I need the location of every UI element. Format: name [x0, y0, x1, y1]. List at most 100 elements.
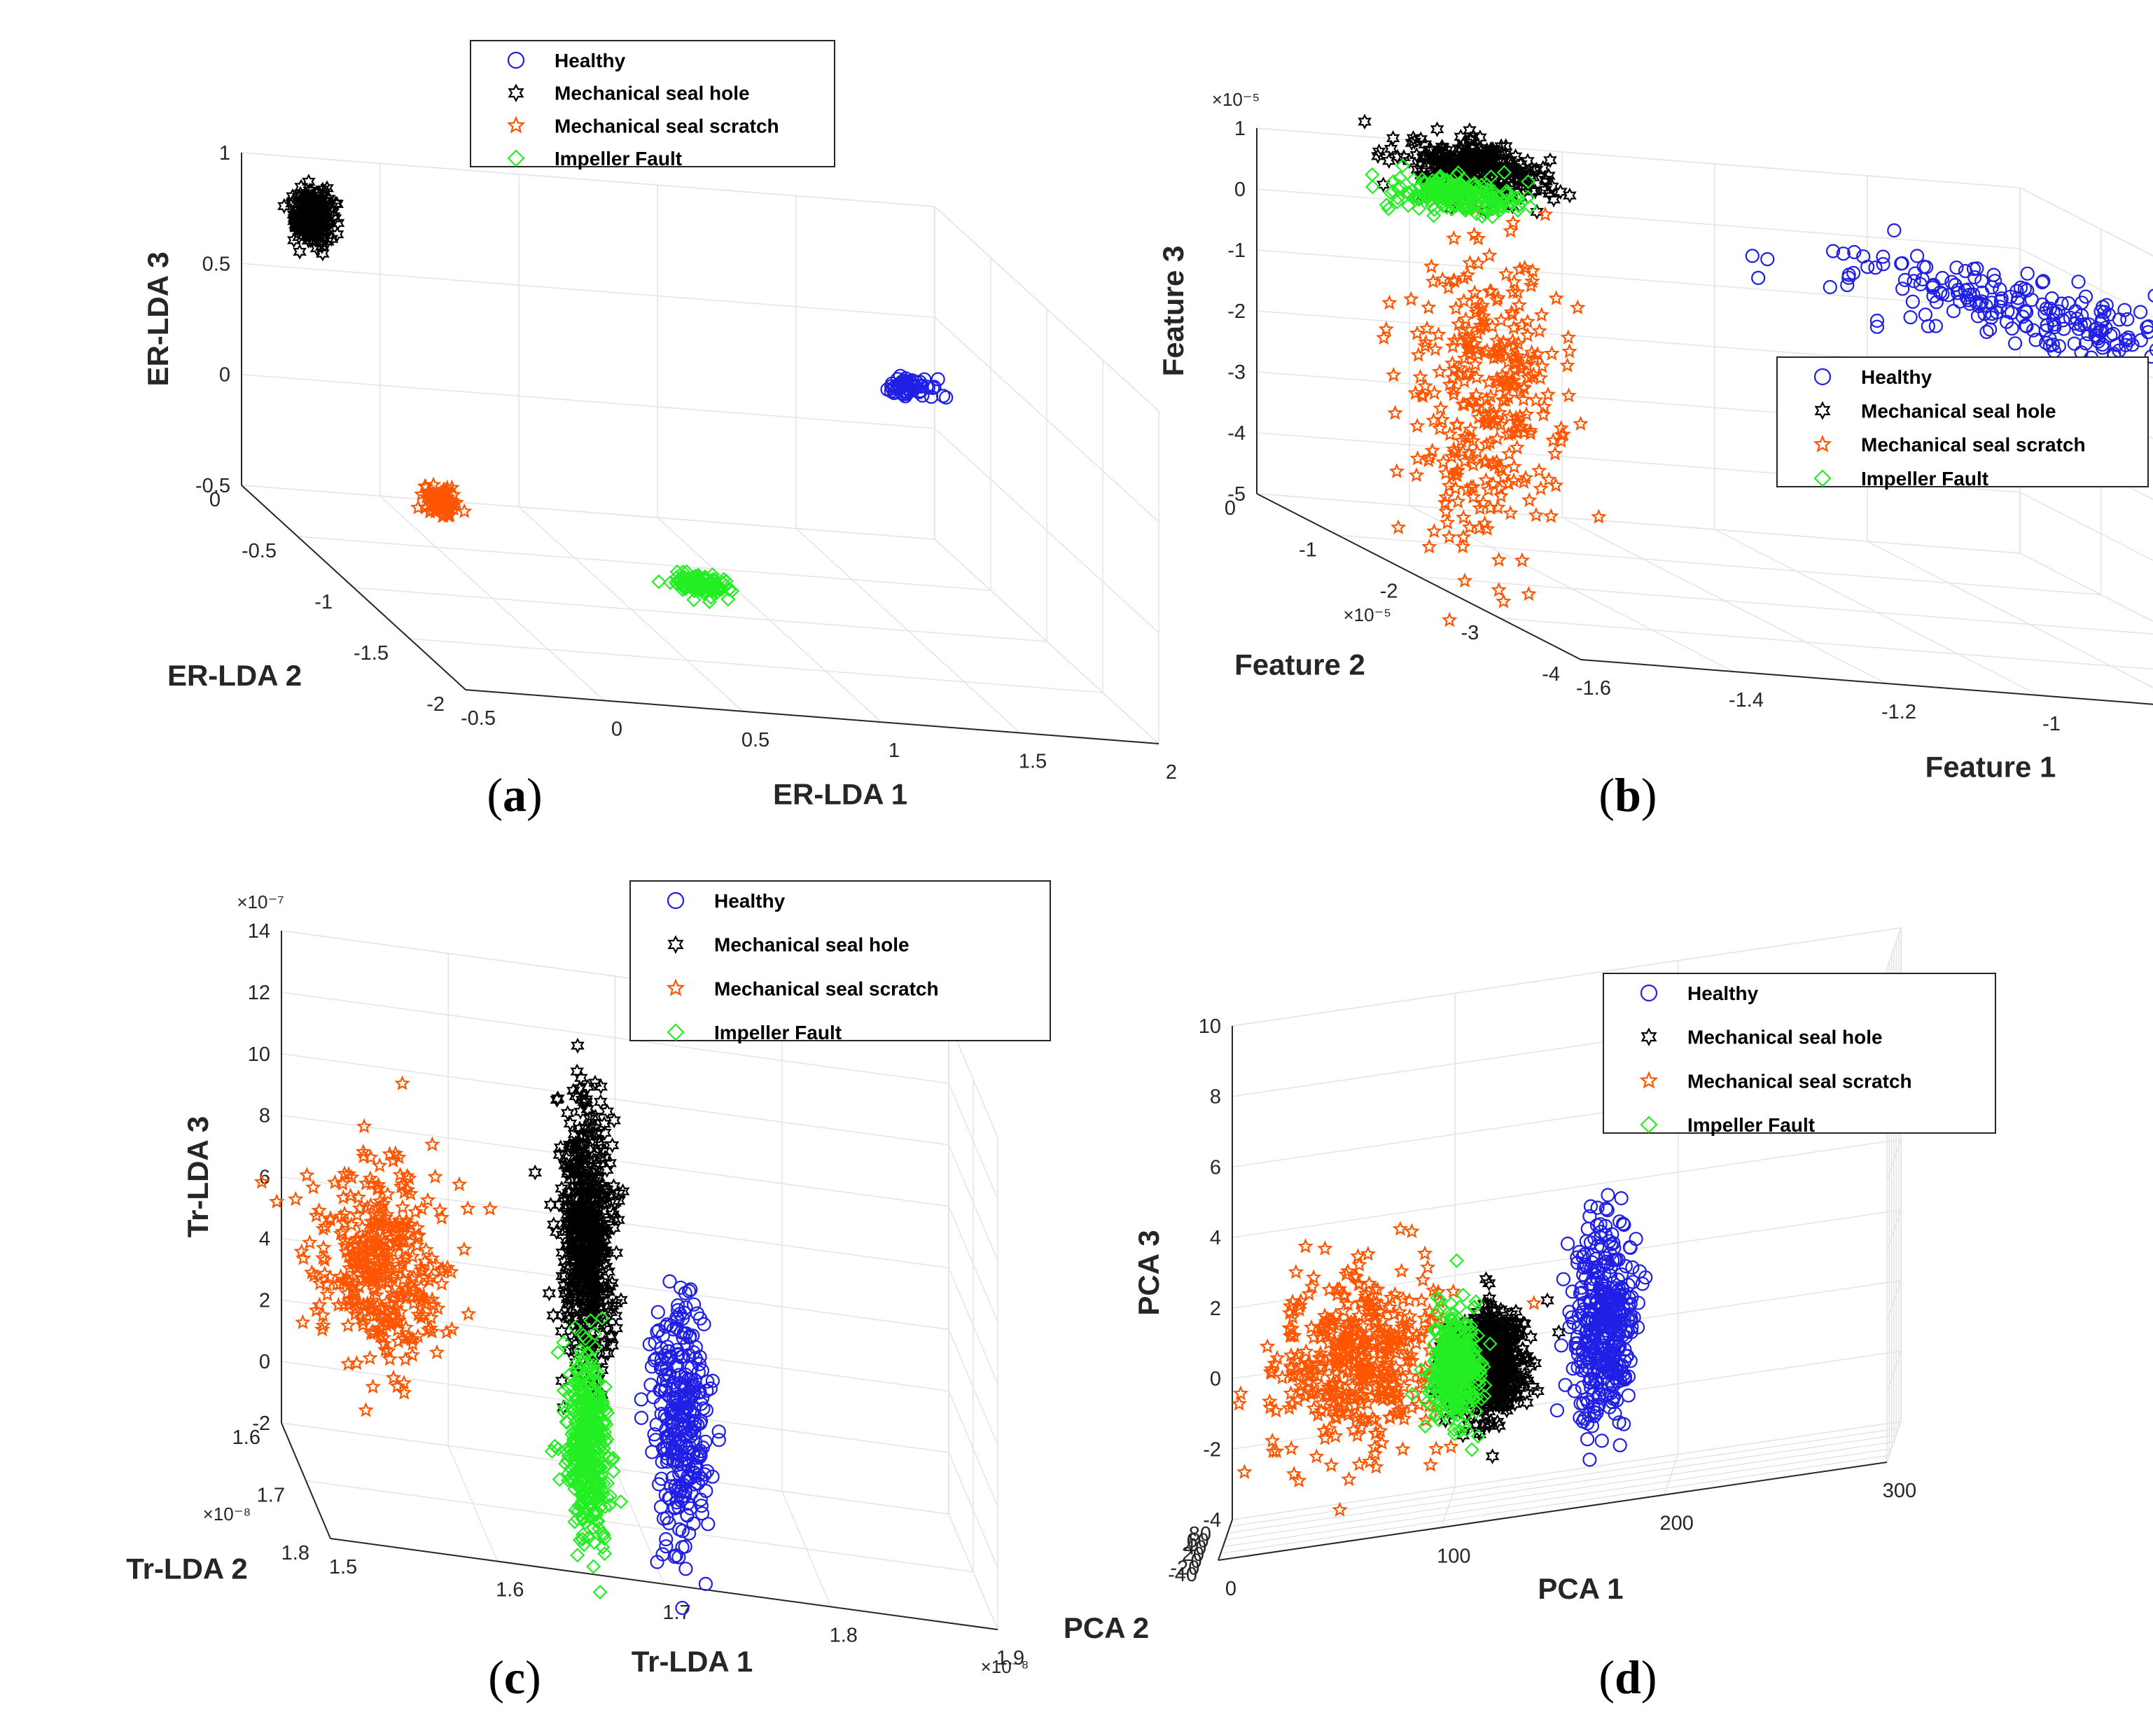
data-point [293, 244, 307, 260]
data-point [1420, 452, 1437, 468]
data-point [685, 1388, 700, 1403]
data-point [1426, 384, 1442, 401]
data-point [1430, 121, 1444, 137]
data-point [2035, 275, 2049, 290]
data-point [1489, 291, 1505, 307]
data-point [2120, 312, 2135, 327]
data-point [365, 1378, 381, 1394]
data-point [1440, 194, 1456, 209]
data-point [683, 1282, 698, 1297]
z-axis-title: PCA 3 [1132, 1230, 1165, 1315]
data-point [443, 1321, 460, 1336]
data-point [1475, 209, 1490, 224]
legend-label: Healthy [555, 50, 626, 71]
data-point [2103, 328, 2118, 342]
data-point [1560, 329, 1577, 345]
data-point [1612, 1438, 1627, 1452]
data-point [686, 592, 702, 608]
data-point [1594, 1433, 1609, 1448]
data-point [1416, 186, 1431, 201]
data-point [1512, 418, 1528, 433]
data-point [1486, 349, 1502, 365]
data-point [1512, 172, 1526, 189]
data-point [2045, 338, 2061, 352]
data-point [597, 1546, 613, 1562]
data-point [1751, 270, 1766, 285]
data-point [1425, 273, 1442, 289]
data-point [1498, 265, 1514, 282]
panel-d: 0100200300806040200-20-40-4-20246810PCA … [1064, 927, 1996, 1704]
data-point [1477, 515, 1493, 531]
data-point [1563, 187, 1577, 204]
data-point [664, 1403, 678, 1418]
data-point [910, 375, 924, 390]
data-point [555, 1323, 569, 1340]
grid-line [281, 992, 949, 1084]
data-point [1523, 368, 1540, 384]
data-point [1499, 183, 1514, 199]
data-point [1542, 186, 1556, 202]
data-point [1400, 197, 1416, 214]
data-point [1386, 130, 1400, 146]
data-point [1376, 329, 1392, 345]
data-point [1500, 426, 1517, 441]
legend-label: Mechanical seal scratch [1861, 434, 2086, 456]
y-tick-label: -1 [1299, 539, 1317, 561]
data-point [1491, 480, 1508, 496]
data-point [316, 245, 330, 262]
y-tick-label: -0.5 [242, 540, 277, 562]
data-point [1523, 277, 1540, 293]
data-point [1449, 158, 1463, 175]
data-point [698, 1576, 713, 1591]
data-point [542, 1285, 557, 1302]
data-point [1496, 165, 1512, 180]
data-point [585, 1559, 601, 1574]
data-point [2071, 275, 2086, 289]
data-point [686, 1465, 702, 1480]
data-point [323, 201, 337, 218]
data-point [1505, 332, 1521, 348]
legend-marker [506, 116, 526, 134]
grid-line [353, 587, 1047, 642]
data-point [1512, 383, 1528, 399]
data-point [1414, 387, 1430, 402]
y-axis-line [1256, 493, 1582, 660]
data-point [1283, 1440, 1300, 1456]
grid-line [241, 485, 935, 540]
data-point [1946, 304, 1961, 319]
z-tick-label: 0 [1234, 179, 1246, 201]
data-point [1534, 358, 1550, 373]
x-tick-label: 0.5 [741, 729, 769, 751]
data-point [1378, 321, 1395, 336]
data-point [665, 1415, 680, 1429]
data-point [310, 221, 324, 238]
data-point [678, 1451, 692, 1466]
data-point [431, 486, 447, 502]
data-point [1497, 160, 1512, 177]
data-point [1493, 416, 1509, 432]
data-point [433, 1275, 450, 1291]
x-tick-label: 1.5 [1019, 751, 1047, 773]
data-point [570, 1063, 585, 1080]
data-point [1501, 445, 1517, 461]
data-point [703, 1381, 718, 1396]
data-point [670, 1454, 685, 1468]
data-point [1985, 307, 2000, 321]
data-point [2067, 336, 2082, 351]
data-point [305, 1179, 321, 1195]
data-point [1386, 366, 1402, 382]
data-point [2061, 296, 2076, 311]
grid-line [1220, 1454, 1890, 1555]
data-point [1424, 442, 1440, 458]
data-point [1327, 1428, 1344, 1443]
z-tick-label: 10 [1199, 1015, 1221, 1038]
data-point [1531, 323, 1548, 338]
data-point [1582, 1452, 1597, 1467]
data-point [1823, 279, 1837, 295]
data-point [1485, 209, 1500, 225]
data-point [2020, 283, 2035, 298]
data-point [1454, 538, 1471, 554]
data-point [1475, 494, 1491, 510]
legend-box [470, 40, 835, 167]
grid-line [1256, 493, 2021, 554]
